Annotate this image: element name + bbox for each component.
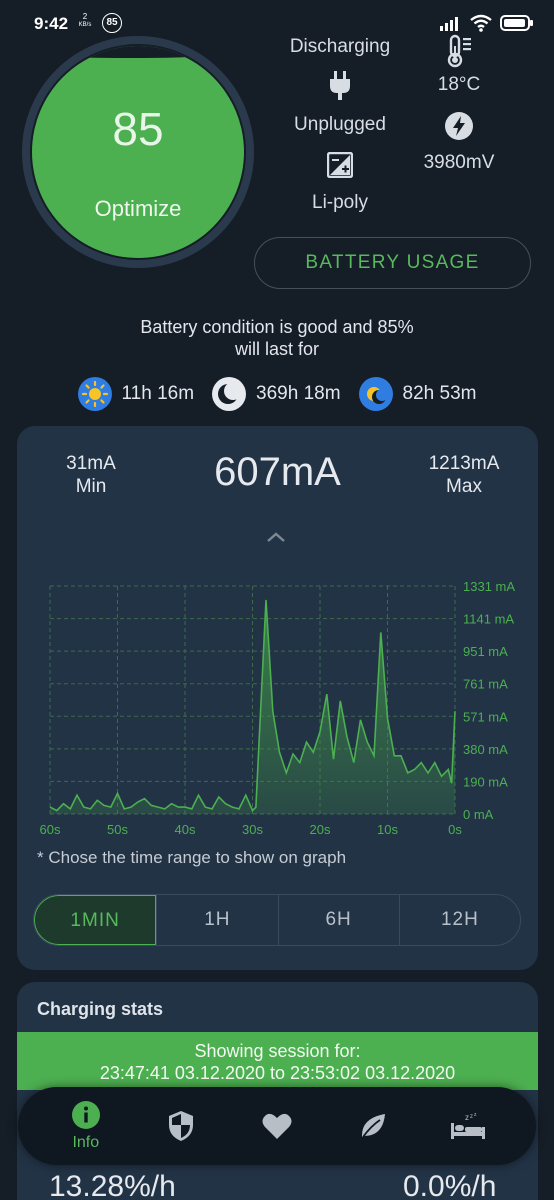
time-range-hint: * Chose the time range to show on graph (37, 848, 347, 867)
gauge-fill (32, 46, 244, 258)
current-min-value: 31mA (66, 453, 116, 474)
session-line-1: Showing session for: (194, 1041, 361, 1061)
range-6h[interactable]: 6H (277, 895, 399, 945)
gauge-ring (22, 36, 254, 268)
battery-usage-button[interactable]: BATTERY USAGE (254, 237, 531, 289)
x-tick-label: 0s (448, 822, 462, 837)
nav-protection[interactable] (151, 1110, 211, 1142)
estimate-mixed-value: 82h 53m (402, 383, 477, 404)
estimate-day: 11h 16m (77, 377, 195, 411)
range-1h[interactable]: 1H (156, 895, 277, 945)
battery-tech-icon (327, 152, 353, 178)
nav-info[interactable]: Info (56, 1100, 116, 1152)
y-tick-label: 1141 mA (463, 612, 514, 627)
nav-sleep[interactable]: z z z (438, 1111, 498, 1141)
y-tick-label: 190 mA (463, 774, 508, 789)
charge-rate-right: 0.0%/h (403, 1170, 497, 1200)
x-tick-label: 60s (40, 822, 61, 837)
charge-rate-left: 13.28%/h (49, 1170, 176, 1200)
sun-icon (77, 377, 112, 411)
time-estimates: 11h 16m 369h 18m 82h 53m (0, 377, 554, 411)
battery-level-gauge[interactable]: 85 Optimize (22, 36, 254, 268)
condition-line-1: Battery condition is good and 85% (140, 317, 414, 337)
heart-icon (262, 1113, 292, 1139)
estimate-day-value: 11h 16m (121, 383, 195, 404)
battery-level-value: 85 (112, 103, 164, 155)
svg-text:z: z (465, 1113, 469, 1122)
current-min: 31mA Min (51, 452, 131, 498)
x-tick-label: 50s (107, 822, 128, 837)
voltage-icon (445, 112, 473, 140)
charging-stats-title: Charging stats (37, 999, 164, 1019)
battery-condition-text: Battery condition is good and 85% will l… (0, 316, 554, 360)
session-line-2: 23:47:41 03.12.2020 to 23:53:02 03.12.20… (99, 1063, 456, 1083)
condition-line-2: will last for (234, 339, 319, 359)
range-12h[interactable]: 12H (398, 895, 520, 945)
y-tick-label: 951 mA (463, 644, 508, 659)
nav-eco[interactable] (343, 1112, 403, 1140)
y-tick-label: 0 mA (463, 807, 494, 822)
wifi-icon (470, 14, 492, 32)
current-card: 31mA Min 607mA 1213mA Max 1331 mA 1141 mA… (17, 426, 538, 970)
optimize-label[interactable]: Optimize (94, 196, 182, 221)
x-tick-label: 40s (175, 822, 196, 837)
info-icon (71, 1101, 100, 1129)
nav-health[interactable] (247, 1112, 307, 1140)
y-tick-label: 571 mA (463, 709, 508, 724)
moon-icon (212, 377, 247, 411)
y-tick-label: 1331 mA (463, 579, 515, 594)
estimate-night-value: 369h 18m (256, 383, 341, 404)
battery-technology-text: Li-poly (312, 192, 368, 213)
current-max-label: Max (446, 476, 482, 497)
shield-icon (169, 1111, 194, 1141)
plug-state-text: Unplugged (294, 114, 386, 135)
sleep-icon: z z z (451, 1112, 486, 1139)
sun-moon-icon (358, 377, 393, 411)
temperature-text: 18°C (437, 74, 481, 95)
session-banner: Showing session for: 23:47:41 03.12.2020… (17, 1032, 538, 1090)
status-bar: 9:42 2 KB/s 85 (0, 0, 554, 48)
signal-icon (440, 17, 458, 31)
chevron-up-icon[interactable] (265, 530, 287, 544)
status-time: 9:42 (34, 14, 69, 33)
estimate-mixed: 82h 53m (358, 377, 477, 411)
y-tick-label: 761 mA (463, 677, 508, 692)
time-range-selector: 1MIN 1H 6H 12H (33, 894, 521, 946)
estimate-night: 369h 18m (212, 377, 341, 411)
network-speed: 2 KB/s (76, 12, 94, 30)
current-max: 1213mA Max (417, 452, 511, 498)
x-tick-label: 20s (310, 822, 331, 837)
range-1min[interactable]: 1MIN (34, 895, 157, 945)
current-series-area (50, 599, 455, 814)
battery-status-icon (500, 15, 533, 31)
nav-info-label: Info (72, 1134, 100, 1151)
battery-status-text: Discharging (289, 36, 391, 57)
current-series-line (49, 599, 456, 813)
network-speed-unit: KB/s (78, 22, 92, 28)
current-max-value: 1213mA (428, 453, 500, 474)
voltage-text: 3980mV (423, 152, 495, 173)
bottom-navigation: Info z z z (18, 1087, 536, 1165)
plug-icon (330, 71, 350, 100)
notification-badge: 85 (102, 13, 122, 33)
svg-text:z: z (470, 1114, 473, 1120)
network-speed-value: 2 (82, 12, 88, 21)
y-tick-label: 380 mA (463, 742, 508, 757)
x-tick-label: 10s (377, 822, 398, 837)
current-min-label: Min (75, 476, 107, 497)
thermometer-icon (447, 34, 471, 68)
leaf-icon (361, 1114, 385, 1138)
svg-text:z: z (474, 1112, 477, 1118)
x-tick-label: 30s (242, 822, 263, 837)
current-chart[interactable]: 1331 mA 1141 mA 951 mA 761 mA 571 mA 380 mA 19… (17, 566, 538, 846)
current-now-value: 607mA (214, 450, 341, 494)
